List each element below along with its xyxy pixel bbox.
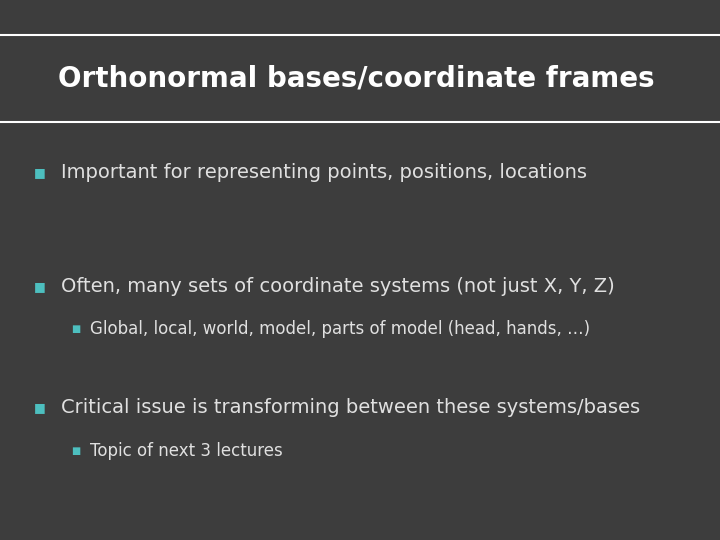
Text: Global, local, world, model, parts of model (head, hands, …): Global, local, world, model, parts of mo… (90, 320, 590, 339)
Text: ■: ■ (34, 401, 45, 414)
Text: ■: ■ (71, 446, 80, 456)
Text: ■: ■ (34, 166, 45, 179)
Text: Orthonormal bases/coordinate frames: Orthonormal bases/coordinate frames (58, 64, 654, 92)
Text: Important for representing points, positions, locations: Important for representing points, posit… (61, 163, 588, 183)
Text: Topic of next 3 lectures: Topic of next 3 lectures (90, 442, 283, 460)
Text: ■: ■ (71, 325, 80, 334)
Text: ■: ■ (34, 280, 45, 293)
Text: Critical issue is transforming between these systems/bases: Critical issue is transforming between t… (61, 398, 640, 417)
Text: Often, many sets of coordinate systems (not just X, Y, Z): Often, many sets of coordinate systems (… (61, 276, 615, 296)
